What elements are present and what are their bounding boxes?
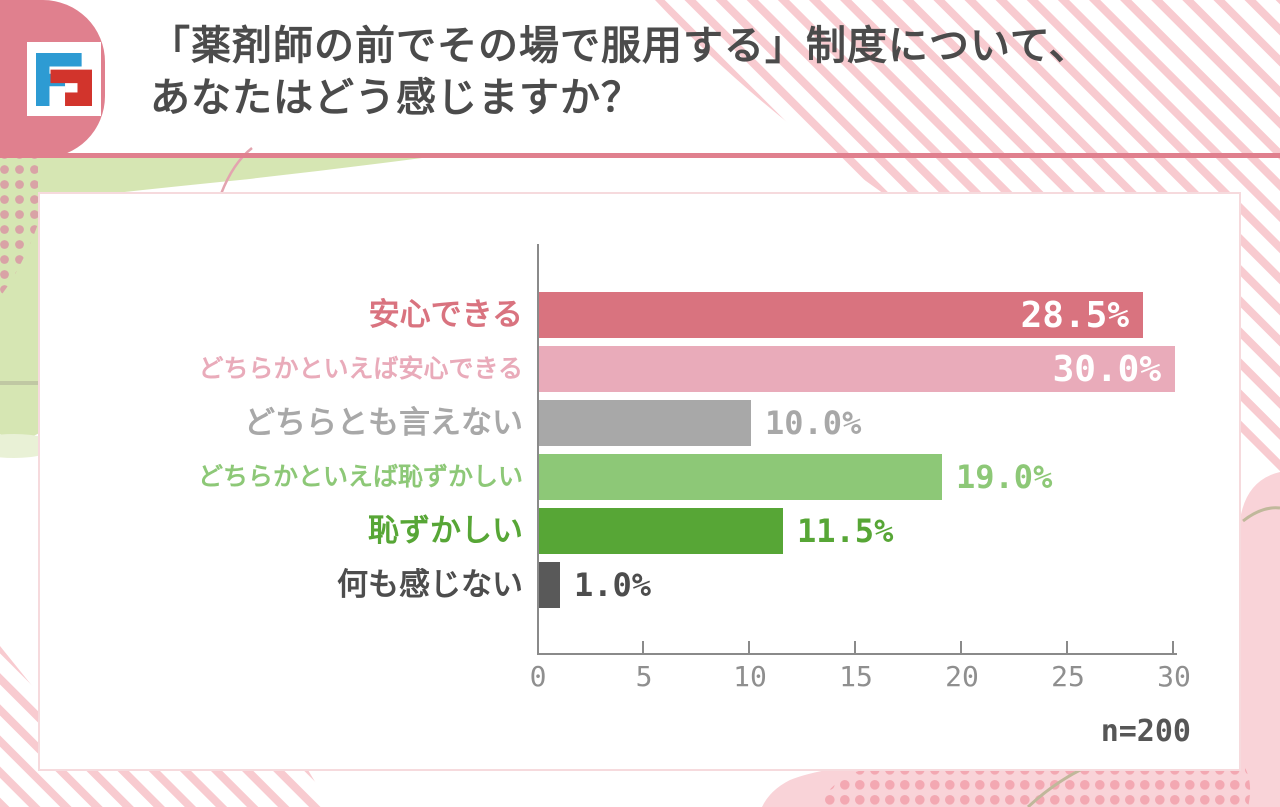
category-label: 何も感じない [337,567,523,602]
page-title: 「薬剤師の前でその場で服用する」制度について、 あなたはどう感じますか？ [150,20,1090,124]
x-tick-mark [748,641,750,653]
value-label: 11.5% [797,512,894,550]
x-tick-label: 10 [733,660,767,693]
dots-top-left [0,158,38,297]
x-tick-mark [1066,641,1068,653]
category-label: 恥ずかしい [368,513,523,548]
y-axis-line [537,244,539,655]
bar-chart: 安心できる どちらかといえば安心できる どちらとも言えない どちらかといえば恥ず… [40,194,1239,769]
x-tick-mark [642,641,644,653]
x-tick-mark [960,641,962,653]
category-label: どちらかといえば安心できる [198,355,523,383]
pink-curve-line [219,147,253,195]
header-underline [0,153,1280,158]
sample-size-note: n=200 [1100,714,1191,749]
bar-dochiraka-anshin [539,346,1175,392]
value-label: 1.0% [574,566,652,604]
bar-anshin [539,292,1143,338]
x-tick-label: 30 [1157,660,1191,693]
title-line-1: 「薬剤師の前でその場で服用する」制度について、 [150,24,1090,68]
x-tick-label: 0 [529,660,547,693]
x-tick-mark [1172,641,1174,653]
bar-dochiratomo [539,400,751,446]
category-label: 安心できる [368,297,523,332]
x-tick-label: 15 [839,660,873,693]
logo-capsule [0,0,105,158]
chart-card: 安心できる どちらかといえば安心できる どちらとも言えない どちらかといえば恥ず… [38,192,1241,771]
bar-dochiraka-hazukashii [539,454,942,500]
value-label: 19.0% [956,458,1053,496]
category-label: どちらとも言えない [244,405,523,440]
bar-nanimo [539,562,560,608]
value-label: 10.0% [765,404,862,442]
x-axis-line [537,653,1177,655]
x-tick-label: 20 [945,660,979,693]
beige-curve-right [1242,506,1280,523]
x-tick-mark [854,641,856,653]
value-label: 28.5% [1020,295,1129,336]
title-line-2: あなたはどう感じますか？ [150,76,642,120]
x-tick-label: 25 [1051,660,1085,693]
brand-logo [27,42,101,116]
dots-bottom-right [818,764,1251,807]
bar-hazukashii [539,508,783,554]
green-stem-line [0,381,44,385]
ff-monogram-icon [36,52,92,106]
category-label: どちらかといえば恥ずかしい [197,463,523,491]
x-tick-label: 5 [635,660,653,693]
value-label: 30.0% [1052,349,1161,390]
